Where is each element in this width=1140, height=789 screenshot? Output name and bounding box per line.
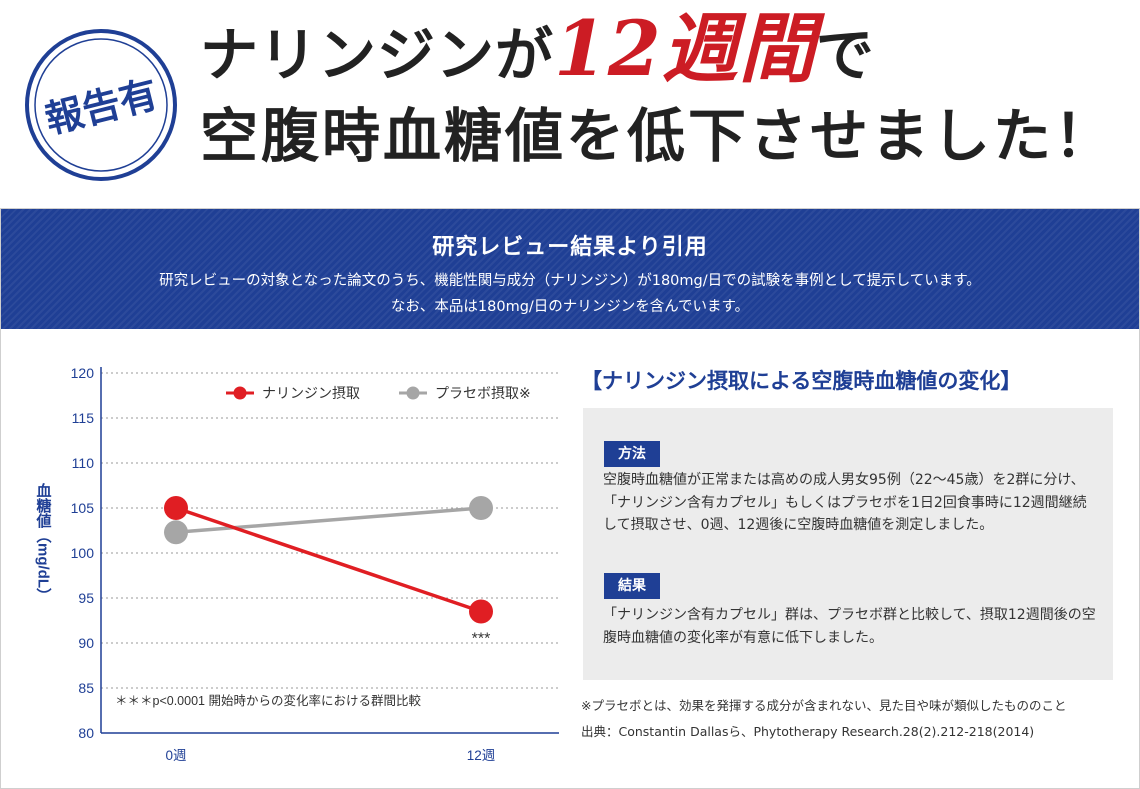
significance-mark: *** [472,631,491,648]
legend-marker [406,386,420,400]
y-tick-label: 85 [78,680,94,696]
y-tick-label: 100 [71,545,95,561]
banner-title: 研究レビュー結果より引用 [432,235,708,260]
data-point [469,496,493,520]
study-panel: 研究レビュー結果より引用 研究レビューの対象となった論文のうち、機能性関与成分（… [0,208,1140,789]
y-tick-label: 90 [78,635,94,651]
legend-marker [233,386,247,400]
legend-label: プラセボ摂取※ [435,385,531,401]
info-box: 方法 空腹時血糖値が正常または高めの成人男女95例（22〜45歳）を2群に分け、… [583,408,1113,680]
x-tick-label: 0週 [165,748,187,763]
y-axis-label: 血糖値（mg/dL） [35,482,53,603]
y-tick-label: 120 [71,365,95,381]
result-label: 結果 [604,573,660,599]
headline-post: で [815,21,875,89]
data-point [469,599,493,624]
chart-footnote: ＊＊＊p<0.0001 開始時からの変化率における群間比較 [115,693,421,708]
series-line [175,506,482,614]
y-tick-label: 115 [72,410,95,426]
banner-line1: 研究レビューの対象となった論文のうち、機能性関与成分（ナリンジン）が180mg/… [159,273,981,289]
y-tick-label: 110 [72,455,95,471]
data-point [164,520,188,545]
series-line [175,506,482,535]
legend-label: ナリンジン摂取 [262,385,360,401]
chart-svg: 80 85 90 95 100 105 110 115 120 0週 12週 血糖値（mg/dL） ナ… [35,365,559,763]
data-point [164,496,188,520]
headline-highlight: 12週間 [554,4,816,93]
source-note: 出典：Constantin Dallasら、Phytotherapy Resea… [581,724,1035,739]
stamp-text: 報告有 [41,71,163,142]
y-tick-label: 95 [78,590,94,606]
headline-line1: ナリンジンが12週間で [200,6,875,98]
glucose-chart: 80 85 90 95 100 105 110 115 120 0週 12週 血糖値（mg/dL） ナ… [21,353,566,783]
headline-line2: 空腹時血糖値を低下させました！ [200,102,1116,170]
x-tick-label: 12週 [467,748,496,763]
method-label: 方法 [604,441,660,467]
y-tick-label: 105 [71,500,95,516]
banner-line2: なお、本品は180mg/日のナリンジンを含んでいます。 [390,299,750,315]
y-tick-label: 80 [78,725,94,741]
headline-pre: ナリンジンが [200,21,555,89]
placebo-note: ※プラセボとは、効果を発揮する成分が含まれない、見た目や味が類似したもののこと [581,698,1067,713]
study-banner: 研究レビュー結果より引用 研究レビューの対象となった論文のうち、機能性関与成分（… [1,209,1139,329]
report-stamp: 報告有 [25,29,177,181]
result-title: 【ナリンジン摂取による空腹時血糖値の変化】 [581,369,1022,393]
method-text: 空腹時血糖値が正常または高めの成人男女95例（22〜45歳）を2群に分け、「ナリ… [603,472,1087,533]
result-text: 「ナリンジン含有カプセル」群は、プラセボ群と比較して、摂取12週間後の空腹時血糖… [603,607,1096,646]
